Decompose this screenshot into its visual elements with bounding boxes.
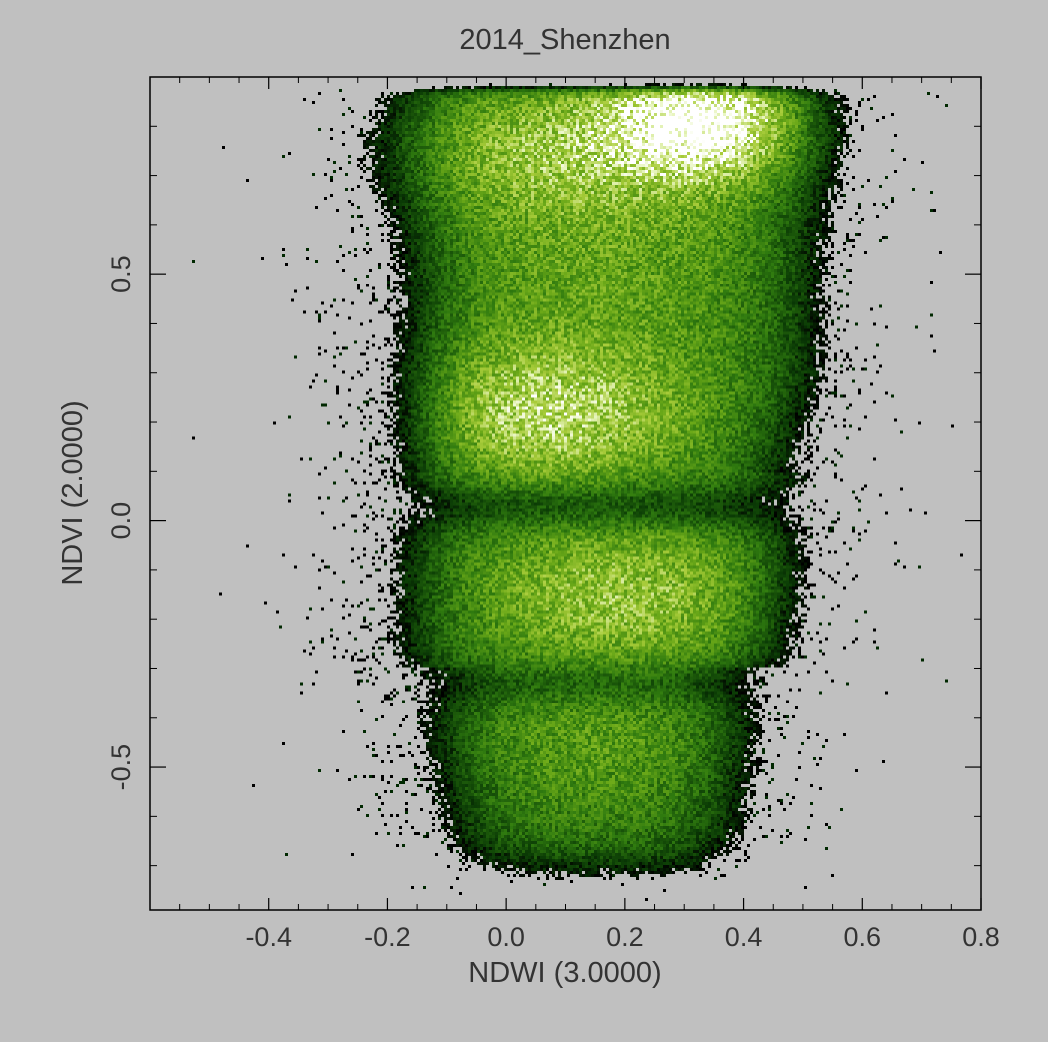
x-tick-label: -0.2 [364,922,411,952]
y-tick-labels: -0.5 0.0 0.5 [106,255,136,790]
x-axis-label: NDWI (3.0000) [468,957,661,989]
axis-ticks [149,77,982,910]
density-heatmap [150,77,981,910]
x-tick-label: 0.4 [725,922,763,952]
x-tick-labels: -0.4 -0.2 0.0 0.2 0.4 0.6 0.8 [245,922,999,952]
x-tick-label: 0.0 [487,922,525,952]
x-tick-label: 0.8 [962,922,1000,952]
chart-title: 2014_Shenzhen [459,24,670,56]
y-tick-label: 0.5 [106,255,136,293]
x-tick-label: 0.2 [606,922,644,952]
y-tick-label: 0.0 [106,502,136,540]
y-axis-label: NDVI (2.0000) [57,400,89,585]
y-tick-label: -0.5 [106,744,136,791]
x-tick-label: 0.6 [844,922,882,952]
x-tick-label: -0.4 [245,922,292,952]
plot-area [149,76,982,911]
